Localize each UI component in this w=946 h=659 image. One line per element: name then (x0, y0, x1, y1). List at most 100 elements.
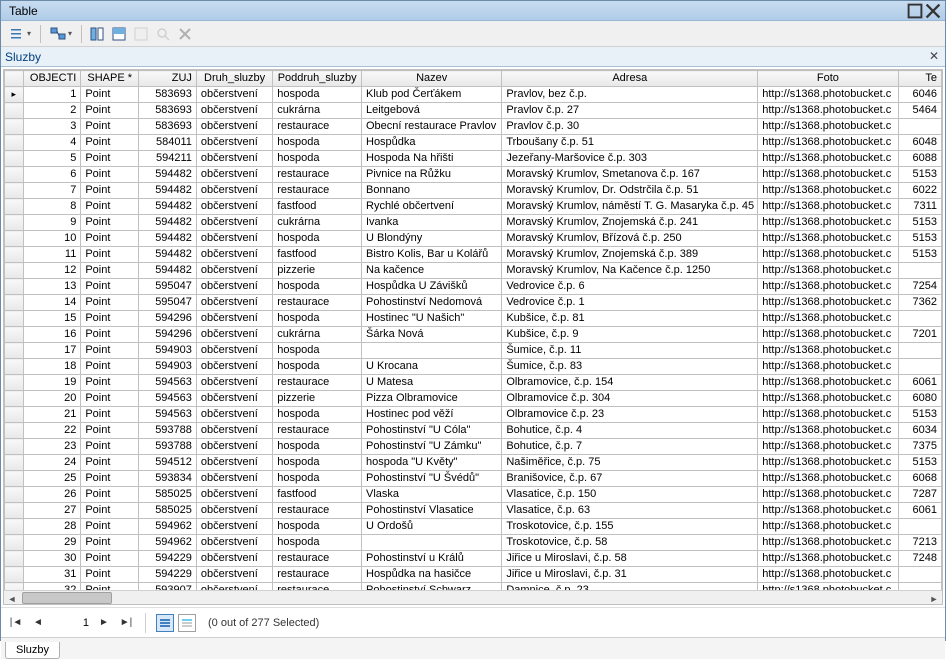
cell[interactable]: občerstvení (196, 375, 272, 391)
cell[interactable] (898, 119, 941, 135)
cell[interactable]: cukrárna (273, 103, 362, 119)
cell[interactable]: 594482 (139, 167, 197, 183)
cell[interactable]: 594563 (139, 375, 197, 391)
cell[interactable]: Hospůdka U Závišků (362, 279, 502, 295)
cell[interactable]: 6088 (898, 151, 941, 167)
cell[interactable]: občerstvení (196, 519, 272, 535)
cell[interactable]: 20 (23, 391, 81, 407)
cell[interactable]: http://s1368.photobucket.c (758, 583, 898, 591)
cell[interactable]: Moravský Krumlov, Břízová č.p. 250 (502, 231, 758, 247)
cell[interactable]: http://s1368.photobucket.c (758, 439, 898, 455)
row-selector[interactable] (5, 407, 24, 423)
cell[interactable]: hospoda (273, 151, 362, 167)
cell[interactable]: Bistro Kolis, Bar u Kolářů (362, 247, 502, 263)
cell[interactable]: Point (81, 519, 139, 535)
list-menu-icon[interactable] (5, 24, 35, 44)
cell[interactable]: http://s1368.photobucket.c (758, 167, 898, 183)
cell[interactable]: Point (81, 391, 139, 407)
cell[interactable]: 7287 (898, 487, 941, 503)
cell[interactable]: U Ordošů (362, 519, 502, 535)
cell[interactable]: 594482 (139, 231, 197, 247)
cell[interactable]: hospoda (273, 519, 362, 535)
cell[interactable]: občerstvení (196, 391, 272, 407)
cell[interactable]: hospoda (273, 439, 362, 455)
cell[interactable]: http://s1368.photobucket.c (758, 183, 898, 199)
cell[interactable]: Pizza Olbramovice (362, 391, 502, 407)
cell[interactable]: Point (81, 215, 139, 231)
table-row[interactable]: 7Point594482občerstvenírestauraceBonnano… (5, 183, 942, 199)
cell[interactable]: občerstvení (196, 359, 272, 375)
cell[interactable]: Trboušany č.p. 51 (502, 135, 758, 151)
col-header[interactable]: Adresa (502, 71, 758, 87)
col-header[interactable]: OBJECTI (23, 71, 81, 87)
cell[interactable]: 32 (23, 583, 81, 591)
row-selector[interactable] (5, 215, 24, 231)
cell[interactable]: občerstvení (196, 151, 272, 167)
row-selector[interactable]: ▸ (5, 87, 24, 103)
close-tab-icon[interactable]: ✕ (929, 49, 939, 63)
cell[interactable]: Point (81, 279, 139, 295)
cell[interactable]: Vlaska (362, 487, 502, 503)
cell[interactable]: 12 (23, 263, 81, 279)
cell[interactable]: Point (81, 551, 139, 567)
cell[interactable]: http://s1368.photobucket.c (758, 487, 898, 503)
close-icon[interactable] (925, 4, 941, 18)
cell[interactable]: 5153 (898, 247, 941, 263)
cell[interactable]: 24 (23, 455, 81, 471)
cell[interactable]: 593834 (139, 471, 197, 487)
cell[interactable]: 6 (23, 167, 81, 183)
table-row[interactable]: 9Point594482občerstvenícukrárnaIvankaMor… (5, 215, 942, 231)
zoom-selected-icon[interactable] (153, 24, 173, 44)
cell[interactable]: Vlasatice, č.p. 150 (502, 487, 758, 503)
cell[interactable]: http://s1368.photobucket.c (758, 535, 898, 551)
table-row[interactable]: 5Point594211občerstveníhospodaHospoda Na… (5, 151, 942, 167)
cell[interactable]: cukrárna (273, 327, 362, 343)
cell[interactable]: Pohostinství Schwarz (362, 583, 502, 591)
cell[interactable]: 27 (23, 503, 81, 519)
cell[interactable]: Point (81, 199, 139, 215)
cell[interactable]: Moravský Krumlov, Znojemská č.p. 389 (502, 247, 758, 263)
cell[interactable]: 594482 (139, 215, 197, 231)
cell[interactable]: http://s1368.photobucket.c (758, 295, 898, 311)
cell[interactable]: 10 (23, 231, 81, 247)
cell[interactable]: 3 (23, 119, 81, 135)
cell[interactable]: 5153 (898, 167, 941, 183)
cell[interactable]: Moravský Krumlov, Dr. Odstrčila č.p. 51 (502, 183, 758, 199)
cell[interactable]: http://s1368.photobucket.c (758, 567, 898, 583)
cell[interactable]: hospoda (273, 471, 362, 487)
row-selector[interactable] (5, 567, 24, 583)
cell[interactable]: http://s1368.photobucket.c (758, 135, 898, 151)
cell[interactable]: Branišovice, č.p. 67 (502, 471, 758, 487)
cell[interactable]: Pohostinství "U Zámku" (362, 439, 502, 455)
cell[interactable]: http://s1368.photobucket.c (758, 343, 898, 359)
cell[interactable]: Troskotovice, č.p. 58 (502, 535, 758, 551)
row-selector[interactable] (5, 455, 24, 471)
table-row[interactable]: 14Point595047občerstvenírestauracePohost… (5, 295, 942, 311)
cell[interactable]: Obecní restaurace Pravlov (362, 119, 502, 135)
select-by-attr-icon[interactable] (87, 24, 107, 44)
cell[interactable]: občerstvení (196, 119, 272, 135)
cell[interactable]: restaurace (273, 503, 362, 519)
cell[interactable]: Pravlov č.p. 27 (502, 103, 758, 119)
cell[interactable] (898, 567, 941, 583)
cell[interactable]: fastfood (273, 199, 362, 215)
cell[interactable]: 594211 (139, 151, 197, 167)
prev-record-button[interactable]: ◄ (29, 614, 47, 632)
next-record-button[interactable]: ► (95, 614, 113, 632)
cell[interactable]: občerstvení (196, 535, 272, 551)
table-row[interactable]: 20Point594563občerstvenípizzeriePizza Ol… (5, 391, 942, 407)
table-row[interactable]: 28Point594962občerstveníhospodaU OrdošůT… (5, 519, 942, 535)
cell[interactable]: 595047 (139, 279, 197, 295)
cell[interactable]: Moravský Krumlov, Smetanova č.p. 167 (502, 167, 758, 183)
cell[interactable]: Point (81, 375, 139, 391)
cell[interactable]: Leitgebová (362, 103, 502, 119)
table-row[interactable]: 32Point593907občerstvenírestauracePohost… (5, 583, 942, 591)
table-row[interactable]: 12Point594482občerstvenípizzerieNa kačen… (5, 263, 942, 279)
cell[interactable]: občerstvení (196, 247, 272, 263)
cell[interactable]: hospoda (273, 343, 362, 359)
cell[interactable]: Point (81, 135, 139, 151)
cell[interactable]: 593907 (139, 583, 197, 591)
cell[interactable]: 1 (23, 87, 81, 103)
table-row[interactable]: 2Point583693občerstvenícukrárnaLeitgebov… (5, 103, 942, 119)
cell[interactable]: 8 (23, 199, 81, 215)
